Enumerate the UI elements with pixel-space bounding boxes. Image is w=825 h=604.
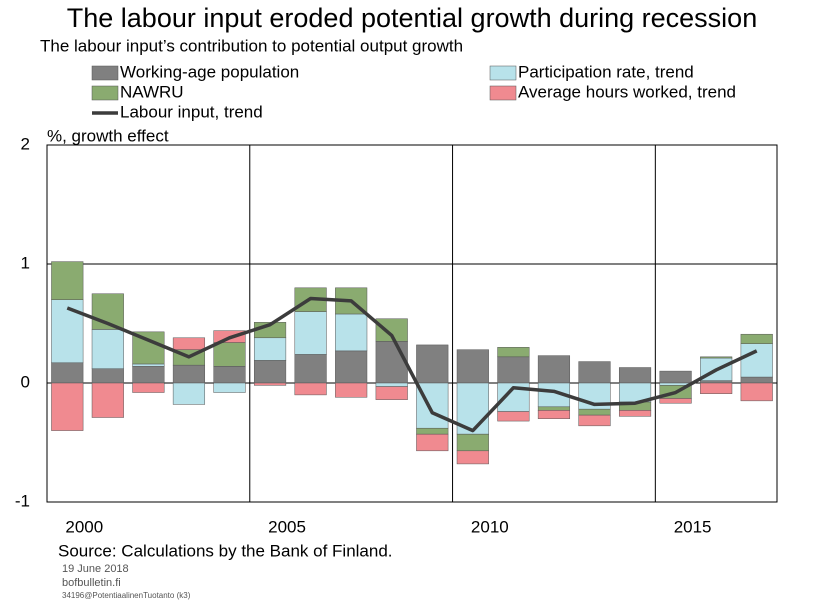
bar-segment — [618, 367, 652, 384]
bar-segment — [456, 450, 489, 465]
x-tick-label: 2000 — [65, 517, 103, 536]
bar-segment — [375, 318, 408, 342]
bar-segment — [456, 433, 489, 452]
bar-segment — [375, 386, 408, 400]
bar-segment — [172, 337, 206, 350]
bar-segment — [578, 408, 611, 416]
bar-segment — [51, 362, 84, 384]
bar-segment — [51, 261, 84, 300]
bar-segment — [497, 356, 530, 384]
bar-segment — [578, 361, 611, 384]
bar-segment — [416, 344, 449, 384]
bar-segment — [91, 382, 124, 418]
legend-swatch — [91, 85, 119, 101]
y-tick-label: 2 — [21, 134, 30, 153]
bar-segment — [335, 350, 368, 384]
bar-segment — [132, 366, 165, 384]
bar-segment — [213, 366, 246, 384]
bar-segment — [700, 356, 733, 359]
legend-label: NAWRU — [120, 82, 184, 101]
bar-segment — [253, 360, 287, 384]
legend-label: Working-age population — [120, 62, 299, 81]
x-tick-label: 2010 — [471, 517, 509, 536]
y-tick-label: 0 — [21, 372, 30, 391]
bar-segment — [416, 433, 449, 452]
legend-swatch — [489, 65, 517, 81]
legend-label: Participation rate, trend — [518, 62, 694, 81]
bar-segment — [740, 343, 773, 378]
y-tick-label: -1 — [15, 491, 30, 510]
date: 19 June 2018 — [62, 563, 129, 575]
bar-segment — [294, 311, 327, 355]
legend-swatch — [489, 85, 517, 101]
bar-segment — [497, 411, 530, 422]
plot-frame — [46, 144, 778, 503]
bar-segment — [132, 363, 165, 367]
legend-swatch — [91, 65, 119, 81]
bar-segment — [497, 347, 530, 358]
bar-segment — [91, 329, 124, 369]
bar-segment — [253, 337, 287, 361]
bar-segment — [456, 349, 489, 384]
bar-segment — [740, 376, 773, 384]
bar-segment — [537, 406, 571, 411]
bar-segment — [172, 382, 206, 405]
bar-segment — [740, 382, 773, 402]
y-tick-label: 1 — [21, 253, 30, 272]
bar-segment — [659, 398, 692, 404]
chart-title: The labour input eroded potential growth… — [67, 3, 757, 33]
bar-segment — [253, 382, 287, 386]
bar-segment — [416, 427, 449, 435]
bar-segment — [700, 382, 733, 394]
x-tick-label: 2005 — [268, 517, 306, 536]
legend-label: Labour input, trend — [120, 102, 263, 121]
code: 34196@PotentiaalinenTuotanto (k3) — [62, 591, 191, 600]
x-tick-label: 2015 — [674, 517, 712, 536]
bar-segment — [335, 313, 368, 352]
bar-segment — [375, 382, 408, 387]
line — [66, 296, 758, 433]
bar-segment — [700, 380, 733, 384]
bar-segment — [578, 414, 611, 427]
source: Source: Calculations by the Bank of Finl… — [58, 541, 393, 560]
bar-segment — [172, 364, 206, 384]
legend-label: Average hours worked, trend — [518, 82, 736, 101]
bar-segment — [213, 342, 246, 367]
bar-segment — [740, 333, 773, 344]
site: bofbulletin.fi — [62, 577, 121, 589]
bar-segment — [375, 341, 408, 384]
bar-segment — [294, 382, 327, 396]
y-axis-title: %, growth effect — [47, 126, 169, 145]
bar-segment — [537, 355, 571, 384]
bar-segment — [294, 354, 327, 384]
bar-segment — [51, 382, 84, 431]
bar-segment — [618, 410, 652, 417]
bar-segment — [659, 370, 692, 384]
chart-subtitle: The labour input’s contribution to poten… — [40, 36, 463, 55]
bar-segment — [537, 410, 571, 419]
bar-segment — [132, 382, 165, 393]
bar-segment — [213, 382, 246, 393]
bar-segment — [91, 368, 124, 384]
bar-segment — [335, 382, 368, 398]
